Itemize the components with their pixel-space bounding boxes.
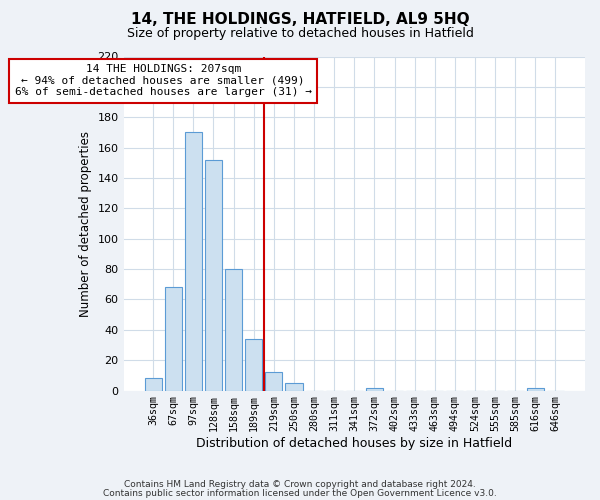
X-axis label: Distribution of detached houses by size in Hatfield: Distribution of detached houses by size … xyxy=(196,437,512,450)
Bar xyxy=(286,383,302,390)
Bar xyxy=(265,372,283,390)
Bar xyxy=(245,339,262,390)
Y-axis label: Number of detached properties: Number of detached properties xyxy=(79,130,92,316)
Text: Contains public sector information licensed under the Open Government Licence v3: Contains public sector information licen… xyxy=(103,488,497,498)
Bar xyxy=(205,160,222,390)
Bar xyxy=(164,288,182,391)
Bar xyxy=(225,269,242,390)
Bar xyxy=(145,378,161,390)
Text: 14, THE HOLDINGS, HATFIELD, AL9 5HQ: 14, THE HOLDINGS, HATFIELD, AL9 5HQ xyxy=(131,12,469,28)
Text: Contains HM Land Registry data © Crown copyright and database right 2024.: Contains HM Land Registry data © Crown c… xyxy=(124,480,476,489)
Bar xyxy=(527,388,544,390)
Text: 14 THE HOLDINGS: 207sqm
← 94% of detached houses are smaller (499)
6% of semi-de: 14 THE HOLDINGS: 207sqm ← 94% of detache… xyxy=(14,64,311,98)
Bar xyxy=(366,388,383,390)
Bar xyxy=(185,132,202,390)
Text: Size of property relative to detached houses in Hatfield: Size of property relative to detached ho… xyxy=(127,28,473,40)
